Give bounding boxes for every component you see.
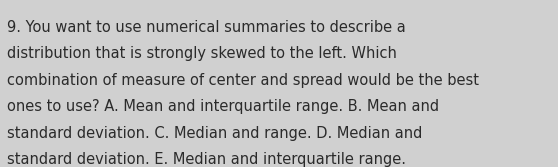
Text: combination of measure of center and spread would be the best: combination of measure of center and spr… — [7, 73, 479, 88]
Text: distribution that is strongly skewed to the left. Which: distribution that is strongly skewed to … — [7, 46, 397, 61]
Text: ones to use? A. Mean and interquartile range. B. Mean and: ones to use? A. Mean and interquartile r… — [7, 99, 439, 114]
Text: standard deviation. E. Median and interquartile range.: standard deviation. E. Median and interq… — [7, 152, 406, 167]
Text: standard deviation. C. Median and range. D. Median and: standard deviation. C. Median and range.… — [7, 126, 422, 141]
Text: 9. You want to use numerical summaries to describe a: 9. You want to use numerical summaries t… — [7, 20, 406, 35]
